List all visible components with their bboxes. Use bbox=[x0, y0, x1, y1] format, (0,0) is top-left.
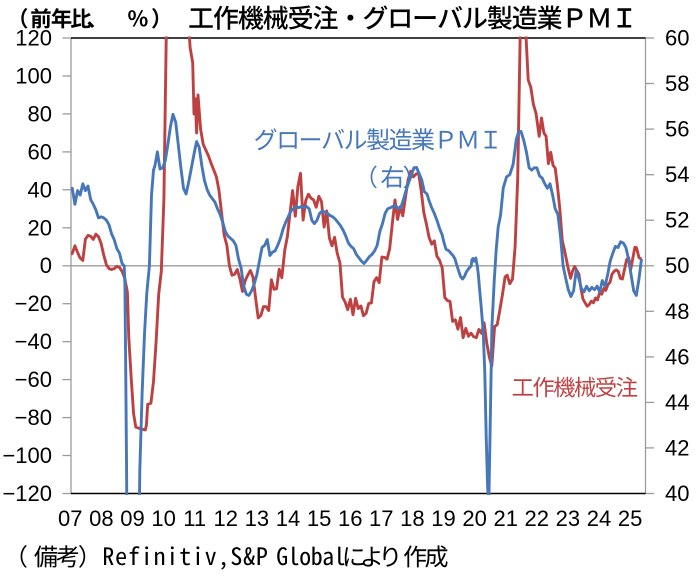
svg-text:80: 80 bbox=[28, 101, 52, 126]
svg-text:24: 24 bbox=[587, 506, 611, 531]
svg-text:11: 11 bbox=[183, 506, 206, 531]
svg-text:−60: −60 bbox=[15, 367, 52, 392]
svg-text:56: 56 bbox=[665, 117, 689, 142]
svg-text:120: 120 bbox=[15, 26, 52, 51]
svg-text:12: 12 bbox=[214, 506, 238, 531]
svg-text:−120: −120 bbox=[2, 481, 52, 506]
svg-text:13: 13 bbox=[245, 506, 269, 531]
svg-text:60: 60 bbox=[28, 139, 52, 164]
svg-text:20: 20 bbox=[462, 506, 486, 531]
svg-text:21: 21 bbox=[493, 506, 517, 531]
svg-text:48: 48 bbox=[665, 299, 689, 324]
svg-text:40: 40 bbox=[28, 177, 52, 202]
svg-text:60: 60 bbox=[665, 26, 689, 51]
svg-text:58: 58 bbox=[665, 71, 689, 96]
svg-text:07: 07 bbox=[58, 506, 82, 531]
svg-text:50: 50 bbox=[665, 253, 689, 278]
svg-text:40: 40 bbox=[665, 481, 689, 506]
svg-text:100: 100 bbox=[15, 64, 52, 89]
svg-text:10: 10 bbox=[151, 506, 175, 531]
svg-text:18: 18 bbox=[400, 506, 424, 531]
svg-text:16: 16 bbox=[338, 506, 362, 531]
svg-text:42: 42 bbox=[665, 435, 689, 460]
svg-text:−40: −40 bbox=[15, 329, 52, 354]
svg-text:54: 54 bbox=[665, 162, 689, 187]
svg-text:19: 19 bbox=[431, 506, 455, 531]
svg-text:17: 17 bbox=[369, 506, 393, 531]
svg-text:08: 08 bbox=[89, 506, 113, 531]
svg-text:09: 09 bbox=[120, 506, 144, 531]
svg-text:15: 15 bbox=[307, 506, 331, 531]
svg-text:22: 22 bbox=[525, 506, 549, 531]
svg-text:0: 0 bbox=[40, 253, 52, 278]
svg-text:−20: −20 bbox=[15, 291, 52, 316]
svg-text:25: 25 bbox=[618, 506, 642, 531]
svg-text:20: 20 bbox=[28, 215, 52, 240]
svg-text:46: 46 bbox=[665, 344, 689, 369]
svg-text:52: 52 bbox=[665, 208, 689, 233]
svg-text:−80: −80 bbox=[15, 405, 52, 430]
svg-text:23: 23 bbox=[556, 506, 580, 531]
svg-text:−100: −100 bbox=[2, 443, 52, 468]
svg-text:14: 14 bbox=[276, 506, 300, 531]
svg-text:44: 44 bbox=[665, 390, 689, 415]
